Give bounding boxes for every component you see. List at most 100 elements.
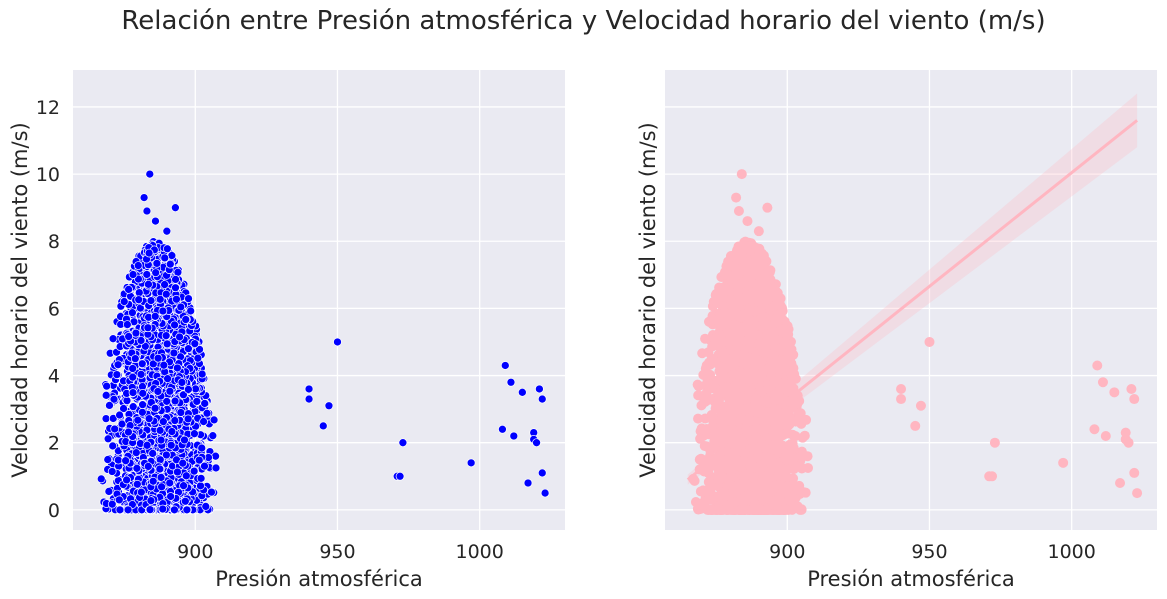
data-point <box>103 434 113 444</box>
data-point <box>191 384 200 394</box>
data-point <box>720 401 731 412</box>
data-point <box>324 401 334 411</box>
data-point <box>119 297 129 306</box>
data-point <box>167 427 177 436</box>
data-point <box>162 339 172 349</box>
data-point <box>173 467 182 477</box>
data-point <box>136 336 146 345</box>
data-point <box>176 408 186 417</box>
data-point <box>96 474 106 484</box>
data-point <box>158 504 168 514</box>
data-point <box>193 353 203 363</box>
data-point <box>179 390 188 400</box>
data-point <box>148 476 158 486</box>
data-point <box>104 487 114 496</box>
data-point <box>144 414 154 424</box>
y-axis-label: Velocidad horario del viento (m/s) <box>8 122 32 477</box>
data-point <box>115 505 125 515</box>
data-point <box>122 320 132 329</box>
data-point <box>194 455 204 465</box>
data-point <box>133 415 143 425</box>
data-point <box>161 331 171 341</box>
data-point <box>192 397 202 406</box>
data-point <box>209 415 219 425</box>
data-point <box>142 206 152 216</box>
data-point <box>152 259 162 268</box>
x-tick-label: 1000 <box>456 541 504 563</box>
data-point <box>509 431 519 441</box>
data-point <box>162 226 172 236</box>
data-point <box>729 407 740 418</box>
data-point <box>695 433 706 444</box>
data-point <box>131 328 141 338</box>
data-point <box>183 414 193 424</box>
data-point <box>500 361 510 370</box>
data-point <box>144 248 154 258</box>
data-point <box>189 466 199 476</box>
data-point <box>170 320 179 330</box>
points-layer <box>96 169 550 515</box>
data-point <box>110 424 120 434</box>
data-point <box>175 332 184 342</box>
data-point <box>128 388 138 397</box>
data-point <box>156 473 166 482</box>
data-point <box>103 455 113 464</box>
y-tick-label: 8 <box>48 231 60 253</box>
y-tick-label: 10 <box>36 164 60 186</box>
data-point <box>701 423 712 434</box>
y-tick-label: 2 <box>48 433 60 455</box>
y-tick-label: 12 <box>36 97 60 119</box>
data-point <box>200 399 210 408</box>
data-point <box>153 353 163 363</box>
data-point <box>398 438 408 448</box>
data-point <box>124 427 133 437</box>
data-point <box>190 429 199 439</box>
data-point <box>114 495 124 505</box>
data-point <box>132 479 142 489</box>
data-point <box>799 430 810 441</box>
data-point <box>201 502 211 511</box>
data-point <box>150 311 160 321</box>
data-point <box>304 394 314 404</box>
data-point <box>713 395 724 406</box>
data-point <box>156 435 166 445</box>
data-point <box>166 492 175 501</box>
data-point <box>318 421 328 431</box>
data-point <box>197 443 207 453</box>
data-point <box>157 482 166 492</box>
data-point <box>105 401 114 410</box>
data-point <box>143 323 153 333</box>
data-point <box>112 370 122 379</box>
data-point <box>171 283 180 293</box>
data-point <box>148 449 158 458</box>
data-point <box>170 416 180 425</box>
data-point <box>132 463 142 473</box>
data-point <box>159 360 169 370</box>
y-tick-label: 4 <box>48 366 60 388</box>
data-point <box>117 419 127 429</box>
data-point <box>151 216 160 226</box>
data-point <box>540 488 550 498</box>
data-point <box>153 387 163 396</box>
data-point <box>133 261 143 270</box>
data-point <box>145 169 155 179</box>
data-point <box>179 481 188 491</box>
data-point <box>136 370 146 379</box>
data-point <box>130 354 140 363</box>
data-point <box>171 275 180 284</box>
data-point <box>186 306 196 316</box>
data-point <box>108 441 118 451</box>
data-point <box>136 487 146 497</box>
data-point <box>163 374 172 384</box>
data-point <box>107 467 117 476</box>
data-point <box>143 462 153 471</box>
data-point <box>162 244 172 254</box>
data-point <box>537 468 547 478</box>
data-point <box>123 505 133 515</box>
data-point <box>128 402 138 412</box>
regression-ci-band <box>687 93 1138 485</box>
data-point <box>197 369 207 379</box>
data-point <box>121 456 131 466</box>
data-point <box>532 438 541 448</box>
